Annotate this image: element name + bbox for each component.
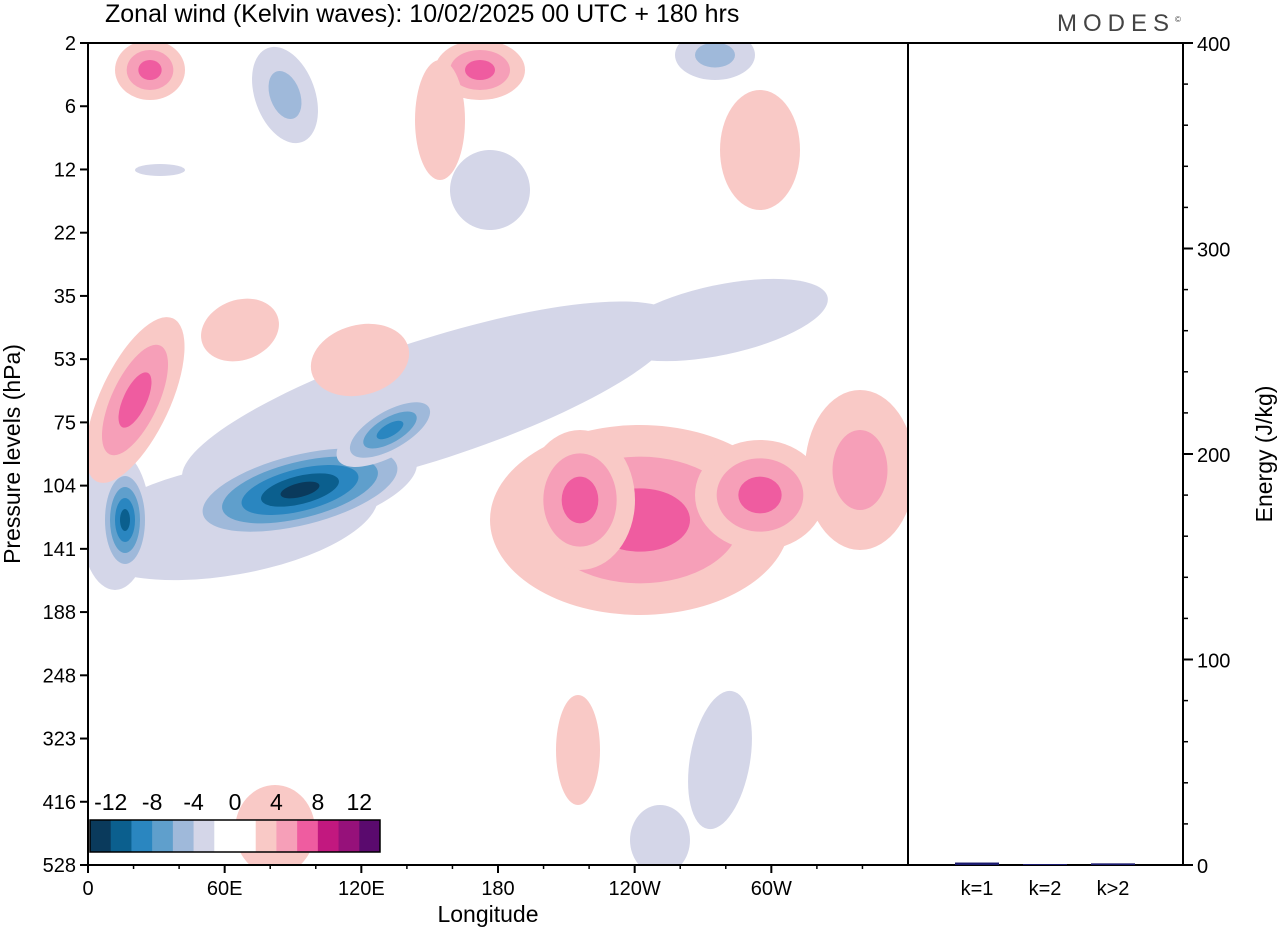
x-tick-0: 0 xyxy=(82,878,93,900)
y-tick-6: 6 xyxy=(65,96,76,118)
colorbar-label: 8 xyxy=(311,789,324,815)
energy-x-tick-2: k=2 xyxy=(1029,878,1062,900)
colorbar-swatch xyxy=(359,820,381,852)
y-tick-22: 22 xyxy=(54,223,76,245)
x-tick-120w: 120W xyxy=(609,878,661,900)
colorbar-swatch xyxy=(297,820,319,852)
contour-blob xyxy=(525,430,635,570)
colorbar-swatch xyxy=(317,820,340,852)
energy-tick-100: 100 xyxy=(1197,651,1230,673)
y-tick-416: 416 xyxy=(43,792,76,814)
colorbar-swatch xyxy=(214,820,236,852)
contour-blob xyxy=(556,695,600,805)
contour-blob xyxy=(135,164,185,176)
colorbar-swatch xyxy=(276,820,298,852)
energy-bar-2 xyxy=(1023,864,1067,865)
energy-x-tick-3: k>2 xyxy=(1097,878,1130,900)
chart-title: Zonal wind (Kelvin waves): 10/02/2025 00… xyxy=(105,0,740,28)
x-tick-60w: 60W xyxy=(751,878,792,900)
colorbar: -12 -8 -4 0 4 8 12 xyxy=(89,789,381,853)
contour-blob xyxy=(201,298,279,362)
energy-bars xyxy=(955,862,1135,865)
contour-blob xyxy=(100,465,150,575)
y-tick-248: 248 xyxy=(43,665,76,687)
y-tick-12: 12 xyxy=(54,159,76,181)
colorbar-label: 4 xyxy=(270,789,283,815)
y-tick-53: 53 xyxy=(54,349,76,371)
x-tick-60e: 60E xyxy=(207,878,243,900)
colorbar-swatch xyxy=(255,820,277,852)
contour-blob xyxy=(695,440,825,550)
colorbar-swatch xyxy=(235,820,257,852)
y-tick-141: 141 xyxy=(43,539,76,561)
modes-logo: MODES© xyxy=(1057,10,1181,38)
contour-blob xyxy=(630,805,690,865)
energy-bar-3 xyxy=(1091,863,1135,865)
x-tick-120e: 120E xyxy=(338,878,385,900)
colorbar-swatch xyxy=(131,820,153,852)
colorbar-swatch xyxy=(152,820,174,852)
colorbar-label: -8 xyxy=(142,789,162,815)
heatmap-y-axis: 2 6 12 22 35 53 75 104 141 188 248 323 416 528 xyxy=(43,33,88,877)
energy-axis-title: Energy (J/kg) xyxy=(1251,386,1277,523)
y-tick-104: 104 xyxy=(43,476,76,498)
x-tick-180: 180 xyxy=(481,878,514,900)
heatmap-contours xyxy=(88,43,908,865)
energy-x-tick-1: k=1 xyxy=(961,878,994,900)
y-axis-title: Pressure levels (hPa) xyxy=(0,344,25,564)
contour-blob xyxy=(115,43,185,100)
energy-tick-300: 300 xyxy=(1197,240,1230,262)
contour-blob xyxy=(612,278,828,362)
y-tick-528: 528 xyxy=(43,855,76,877)
brand-text: MODES xyxy=(1057,10,1176,37)
colorbar-swatch xyxy=(338,820,360,852)
contour-blob xyxy=(415,60,465,180)
energy-bar-1 xyxy=(955,862,999,865)
energy-x-axis: k=1 k=2 k>2 xyxy=(961,878,1130,900)
colorbar-swatch xyxy=(90,820,112,852)
energy-tick-200: 200 xyxy=(1197,445,1230,467)
energy-y-axis: 0 100 200 300 400 xyxy=(1183,34,1230,878)
y-tick-323: 323 xyxy=(43,729,76,751)
energy-frame xyxy=(907,42,1184,866)
y-tick-2: 2 xyxy=(65,33,76,55)
colorbar-swatch xyxy=(172,820,195,852)
colorbar-swatch xyxy=(110,820,132,852)
colorbar-label: -4 xyxy=(183,789,204,815)
contour-blob xyxy=(805,390,908,550)
heatmap-x-axis: 0 60E 120E 180 120W 60W xyxy=(82,865,864,900)
energy-tick-0: 0 xyxy=(1197,856,1208,878)
contour-blob xyxy=(450,150,530,230)
y-tick-35: 35 xyxy=(54,286,76,308)
contour-blob xyxy=(88,317,185,483)
colorbar-label: 12 xyxy=(346,789,372,815)
y-tick-188: 188 xyxy=(43,602,76,624)
contour-blob xyxy=(336,393,444,467)
contour-blob xyxy=(252,46,318,144)
y-tick-75: 75 xyxy=(54,412,76,434)
brand-mark: © xyxy=(1175,15,1181,24)
contour-blob xyxy=(675,43,755,80)
contour-blob xyxy=(688,690,752,830)
contour-blob xyxy=(310,323,410,397)
colorbar-label: 0 xyxy=(229,789,242,815)
energy-tick-400: 400 xyxy=(1197,34,1230,56)
contour-blob xyxy=(720,90,800,210)
x-axis-title: Longitude xyxy=(437,901,538,927)
colorbar-swatch xyxy=(193,820,215,852)
colorbar-label: -12 xyxy=(94,789,127,815)
